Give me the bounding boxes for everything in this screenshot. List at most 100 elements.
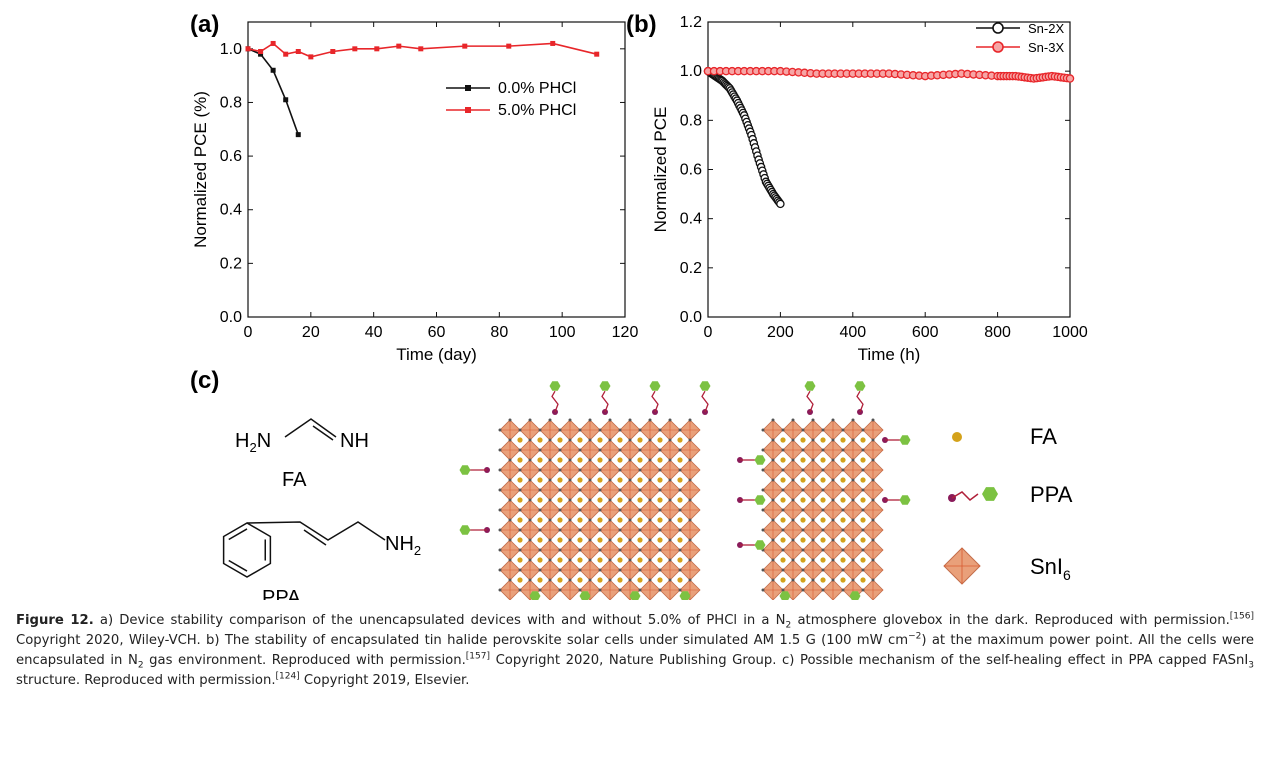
fa-cation bbox=[597, 457, 603, 463]
fa-cation bbox=[657, 497, 663, 503]
iodide-dot bbox=[688, 498, 692, 502]
ppa-ring bbox=[754, 455, 766, 465]
fa-cation bbox=[820, 497, 826, 503]
iodide-dot bbox=[568, 438, 572, 442]
ppa-ring bbox=[754, 540, 766, 550]
iodide-dot bbox=[668, 438, 672, 442]
iodide-dot bbox=[861, 428, 865, 432]
iodide-dot bbox=[628, 578, 632, 582]
iodide-dot bbox=[648, 498, 652, 502]
iodide-dot bbox=[648, 478, 652, 482]
ppa-ligand bbox=[529, 591, 541, 600]
iodide-dot bbox=[871, 498, 875, 502]
iodide-dot bbox=[518, 528, 522, 532]
fa-cation bbox=[800, 577, 806, 583]
iodide-dot bbox=[811, 458, 815, 462]
ppa-ring bbox=[599, 381, 611, 391]
y-tick-label: 0.8 bbox=[680, 112, 702, 129]
iodide-dot bbox=[821, 528, 825, 532]
panel-c-legend: FA PPA SnI6 bbox=[943, 424, 1073, 585]
lattice-right bbox=[761, 418, 884, 600]
iodide-dot bbox=[851, 438, 855, 442]
iodide-dot bbox=[648, 538, 652, 542]
caption-text: atmosphere glovebox in the dark. Reprodu… bbox=[791, 613, 1230, 628]
iodide-dot bbox=[648, 558, 652, 562]
iodide-dot bbox=[658, 568, 662, 572]
fa-cation bbox=[657, 517, 663, 523]
fa-structure: H2N NH FA bbox=[235, 418, 369, 491]
fa-cation bbox=[517, 477, 523, 483]
iodide-dot bbox=[861, 468, 865, 472]
iodide-dot bbox=[871, 418, 875, 422]
iodide-dot bbox=[668, 458, 672, 462]
iodide-dot bbox=[658, 428, 662, 432]
iodide-dot bbox=[558, 528, 562, 532]
iodide-dot bbox=[861, 488, 865, 492]
data-point bbox=[295, 132, 301, 138]
panel-a-chart: 0 20 40 60 80 100 120 0.0 0.2 0.4 0.6 0.8 1.0 Time (d… bbox=[190, 11, 638, 364]
iodide-dot bbox=[608, 518, 612, 522]
iodide-dot bbox=[528, 498, 532, 502]
iodide-dot bbox=[841, 448, 845, 452]
iodide-dot bbox=[578, 508, 582, 512]
fa-bond bbox=[284, 418, 337, 438]
iodide-dot bbox=[791, 558, 795, 562]
fa-cation bbox=[557, 457, 563, 463]
iodide-dot bbox=[771, 558, 775, 562]
ppa-legend-link bbox=[951, 491, 979, 501]
fa-cation bbox=[800, 437, 806, 443]
ppa-ligand bbox=[679, 591, 691, 600]
y-tick-label: 0.6 bbox=[680, 162, 702, 179]
iodide-dot bbox=[608, 558, 612, 562]
iodide-dot bbox=[781, 468, 785, 472]
iodide-dot bbox=[508, 458, 512, 462]
iodide-dot bbox=[558, 508, 562, 512]
fa-cation bbox=[657, 457, 663, 463]
panel-tag: (b) bbox=[626, 11, 657, 38]
iodide-dot bbox=[578, 488, 582, 492]
iodide-dot bbox=[608, 438, 612, 442]
ppa-ring bbox=[899, 435, 911, 445]
data-point bbox=[270, 40, 276, 46]
iodide-dot bbox=[548, 518, 552, 522]
iodide-dot bbox=[781, 528, 785, 532]
ppa-ring bbox=[629, 591, 641, 600]
fa-cation bbox=[577, 477, 583, 483]
iodide-dot bbox=[498, 488, 502, 492]
iodide-dot bbox=[608, 498, 612, 502]
iodide-dot bbox=[638, 468, 642, 472]
iodide-dot bbox=[508, 498, 512, 502]
y-tick-label: 0.0 bbox=[680, 309, 702, 326]
iodide-dot bbox=[498, 448, 502, 452]
fa-cation bbox=[577, 437, 583, 443]
iodide-dot bbox=[771, 518, 775, 522]
legend-marker bbox=[465, 107, 471, 113]
ppa-chain-link bbox=[601, 390, 609, 413]
iodide-dot bbox=[598, 508, 602, 512]
iodide-dot bbox=[588, 578, 592, 582]
fa-cation bbox=[577, 457, 583, 463]
iodide-dot bbox=[668, 518, 672, 522]
iodide-dot bbox=[638, 428, 642, 432]
iodide-dot bbox=[678, 588, 682, 592]
caption-ref: [156] bbox=[1229, 611, 1254, 622]
iodide-dot bbox=[761, 528, 765, 532]
fa-cation bbox=[657, 477, 663, 483]
iodide-dot bbox=[801, 488, 805, 492]
iodide-dot bbox=[538, 588, 542, 592]
iodide-dot bbox=[831, 478, 835, 482]
fa-cation bbox=[597, 497, 603, 503]
iodide-dot bbox=[528, 458, 532, 462]
iodide-dot bbox=[871, 538, 875, 542]
series-line bbox=[247, 48, 300, 135]
iodide-dot bbox=[598, 428, 602, 432]
iodide-dot bbox=[578, 428, 582, 432]
x-tick-label: 0 bbox=[704, 324, 713, 341]
fa-cation bbox=[820, 457, 826, 463]
y-tick-label: 0.8 bbox=[220, 94, 242, 111]
fa-cation bbox=[537, 437, 543, 443]
iodide-dot bbox=[841, 548, 845, 552]
fa-cation bbox=[637, 437, 643, 443]
ppa-ligand bbox=[804, 381, 816, 415]
fa-cation bbox=[637, 557, 643, 563]
